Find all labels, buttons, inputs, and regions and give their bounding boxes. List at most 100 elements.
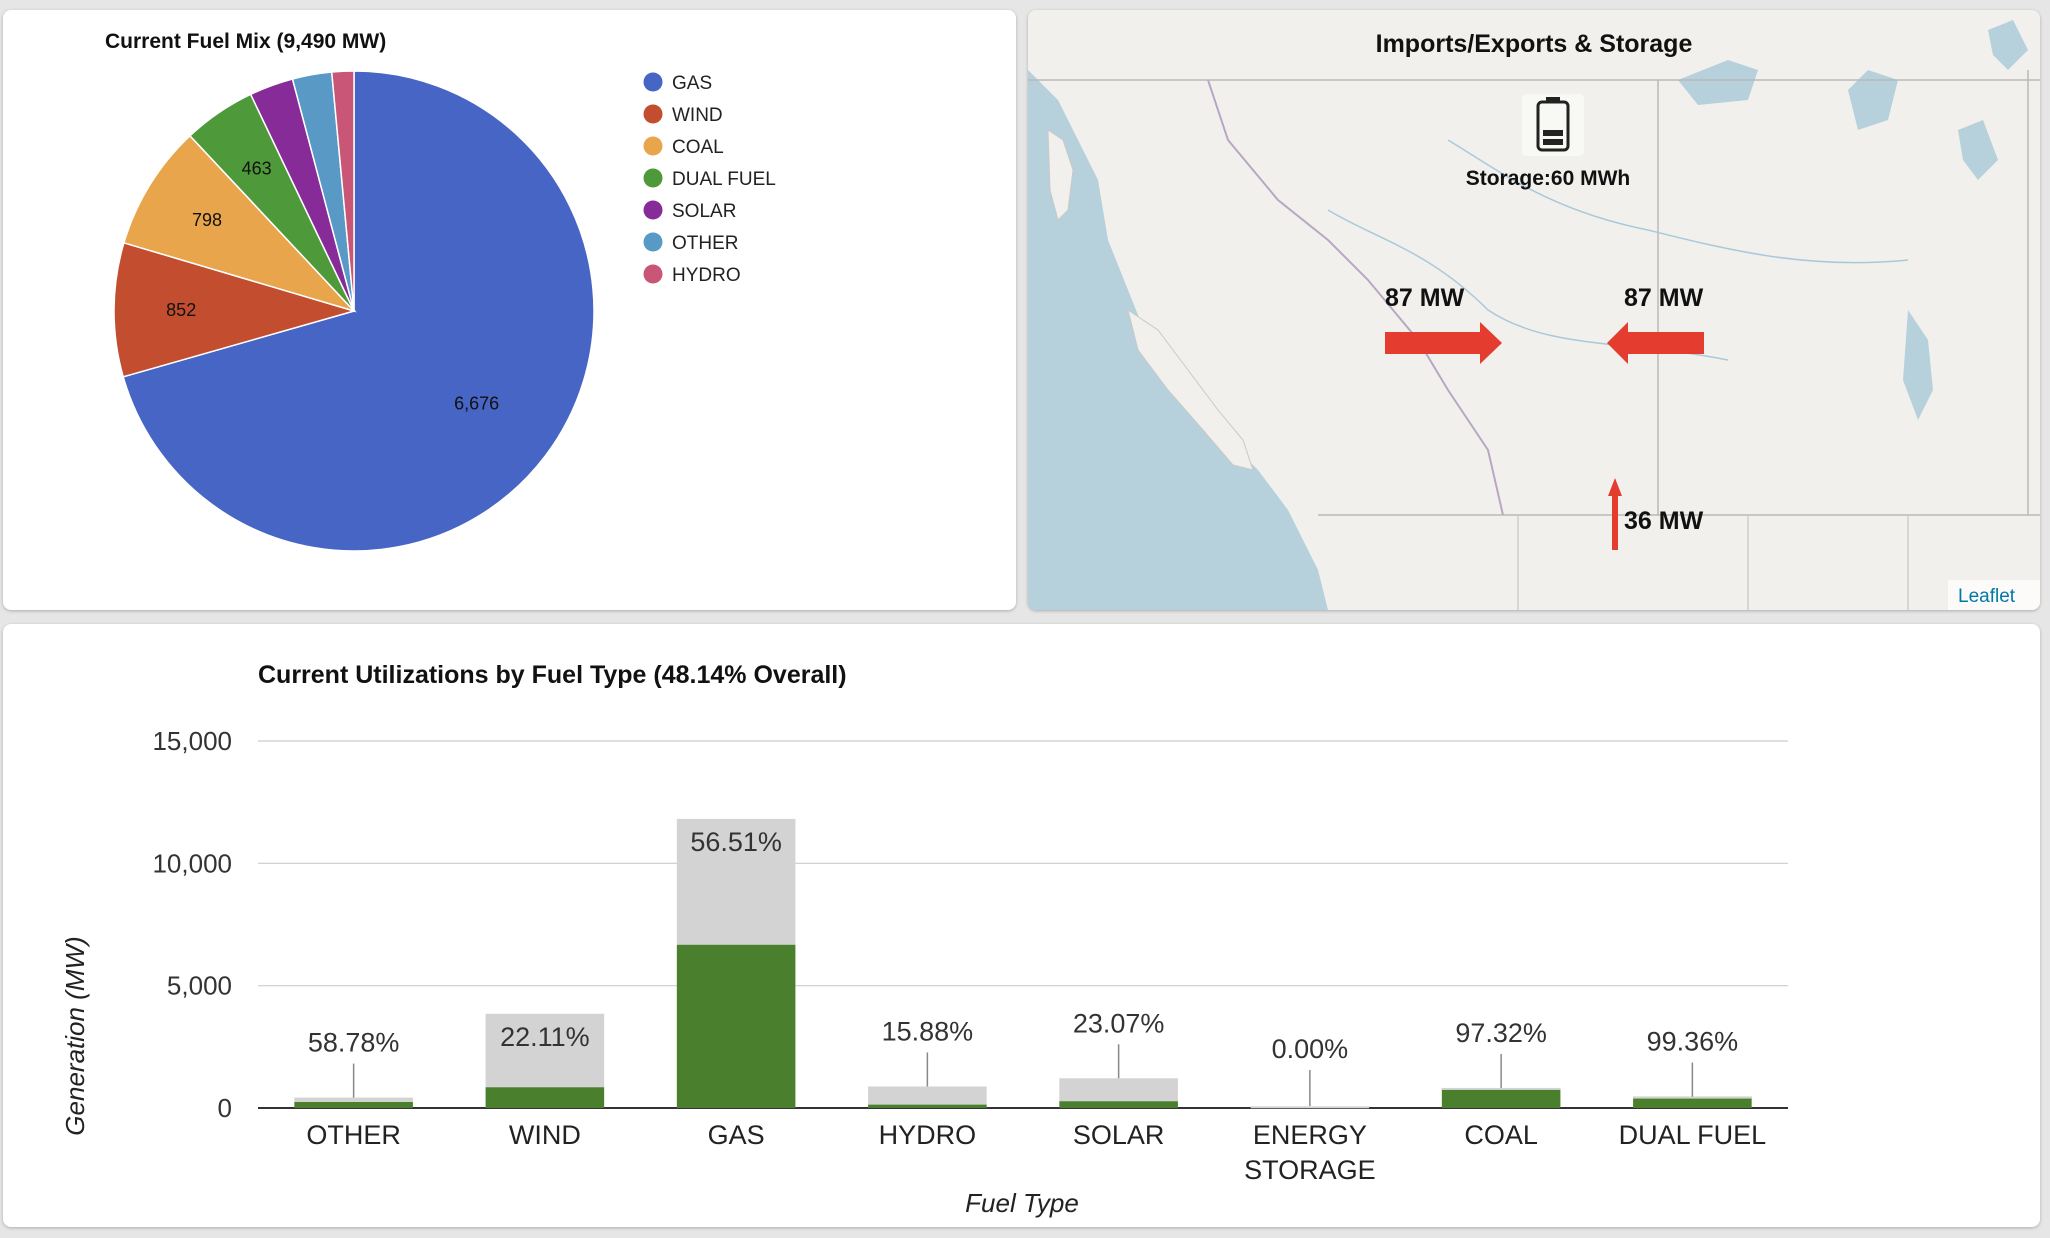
bar-segment-capacity[interactable]: [868, 1086, 987, 1105]
pie-slice-hydro[interactable]: [330, 70, 355, 312]
y-tick-label: 0: [218, 1093, 232, 1123]
y-tick-label: 15,000: [152, 726, 232, 756]
pie-slice-gas[interactable]: [122, 70, 595, 552]
flow-label-west: 87 MW: [1385, 284, 1465, 312]
bar-segment-generation[interactable]: [676, 944, 796, 1108]
legend-swatch: [643, 104, 663, 124]
bar-title: Current Utilizations by Fuel Type (48.14…: [258, 661, 847, 689]
x-tick-label: HYDRO: [879, 1120, 977, 1150]
utilization-bar-chart: Current Utilizations by Fuel Type (48.14…: [60, 661, 1788, 1218]
bar-segment-capacity[interactable]: [1059, 1078, 1178, 1102]
map-title: Imports/Exports & Storage: [1376, 30, 1693, 58]
lake-4: [1958, 120, 1998, 180]
legend-item-solar[interactable]: SOLAR: [643, 200, 737, 223]
flow-label-east: 87 MW: [1624, 284, 1704, 312]
pacific-ocean: [1028, 70, 1328, 610]
x-axis-title: Fuel Type: [965, 1188, 1079, 1218]
x-tick-label: GAS: [708, 1120, 765, 1150]
y-tick-label: 10,000: [152, 848, 232, 878]
pie-slice-wind[interactable]: [113, 241, 357, 378]
x-tick-label: OTHER: [306, 1120, 401, 1150]
legend-item-gas[interactable]: GAS: [643, 72, 713, 95]
legend-label: GAS: [672, 73, 712, 94]
pie-slice-label: 463: [242, 158, 272, 178]
legend-swatch: [643, 264, 663, 284]
bar-hydro[interactable]: [868, 1086, 987, 1108]
map-canvas[interactable]: Imports/Exports & Storage Storage:60 MWh…: [1028, 10, 2040, 610]
flow-label-south: 36 MW: [1624, 507, 1704, 535]
battery-icon: [1522, 94, 1584, 156]
x-tick-label: ENERGY STORAGE: [1244, 1120, 1376, 1185]
bar-segment-generation[interactable]: [1441, 1088, 1561, 1108]
border-us-states: [1517, 515, 1909, 610]
bar-dual-fuel[interactable]: [1633, 1096, 1752, 1108]
lake-5: [1988, 20, 2028, 70]
legend-swatch: [643, 136, 663, 156]
legend-item-hydro[interactable]: HYDRO: [643, 264, 741, 287]
legend-label: DUAL FUEL: [672, 169, 776, 190]
legend-swatch: [643, 232, 663, 252]
pie-slice-coal[interactable]: [122, 134, 357, 313]
storage-label: Storage:60 MWh: [1466, 167, 1631, 190]
lake-3: [1903, 310, 1933, 420]
bar-segment-capacity[interactable]: [676, 818, 796, 945]
bar-segment-capacity[interactable]: [1633, 1096, 1752, 1099]
y-tick-label: 5,000: [167, 971, 232, 1001]
legend-swatch: [643, 72, 663, 92]
legend-item-dual-fuel[interactable]: DUAL FUEL: [643, 168, 776, 191]
x-tick-label: WIND: [509, 1120, 581, 1150]
bar-energy-storage[interactable]: [1250, 1106, 1370, 1109]
utilization-panel: Current Utilizations by Fuel Type (48.14…: [3, 624, 2040, 1227]
pie-slice-label: 6,676: [454, 394, 499, 414]
bar-wind[interactable]: [485, 1013, 605, 1108]
legend-item-wind[interactable]: WIND: [643, 104, 723, 127]
vancouver-island: [1127, 308, 1254, 471]
lake-1: [1848, 70, 1898, 130]
bar-value-label: 23.07%: [1073, 1008, 1165, 1038]
bar-value-label: 56.51%: [690, 827, 782, 857]
x-tick-label: COAL: [1464, 1120, 1538, 1150]
bar-segment-capacity[interactable]: [294, 1097, 413, 1102]
bar-coal[interactable]: [1441, 1087, 1561, 1108]
bar-value-label: 97.32%: [1455, 1018, 1547, 1048]
border-bc-ab: [1207, 79, 1504, 516]
fuel-mix-pie-chart: Current Fuel Mix (9,490 MW) 6,676 852 798 4…: [105, 30, 776, 552]
arrow-right-icon: [1385, 322, 1502, 364]
bar-solar[interactable]: [1059, 1078, 1178, 1108]
fuel-mix-panel: Current Fuel Mix (9,490 MW) 6,676 852 798 4…: [3, 10, 1016, 610]
haida-gwaii: [1047, 129, 1074, 221]
legend-label: HYDRO: [672, 265, 741, 286]
x-tick-label: SOLAR: [1073, 1120, 1165, 1150]
legend-swatch: [643, 200, 663, 220]
legend-swatch: [643, 168, 663, 188]
imports-exports-map[interactable]: Imports/Exports & Storage Storage:60 MWh…: [1028, 10, 2040, 610]
bar-gas[interactable]: [676, 818, 796, 1108]
bar-value-label: 99.36%: [1647, 1027, 1739, 1057]
bar-segment-generation[interactable]: [1633, 1096, 1752, 1108]
pie-slice-label: 852: [166, 300, 196, 320]
legend-item-coal[interactable]: COAL: [643, 136, 724, 159]
bar-segment-generation[interactable]: [1059, 1101, 1178, 1108]
legend-label: WIND: [672, 105, 723, 126]
bar-segment-capacity[interactable]: [1441, 1087, 1561, 1090]
bar-segment-generation[interactable]: [485, 1087, 605, 1108]
bar-segment-generation[interactable]: [294, 1101, 413, 1108]
legend-label: OTHER: [672, 233, 739, 254]
pie-title: Current Fuel Mix (9,490 MW): [105, 30, 386, 53]
pie-slice-label: 798: [192, 210, 222, 230]
leaflet-attribution-link[interactable]: Leaflet: [1958, 586, 2016, 607]
bar-value-label: 15.88%: [882, 1016, 974, 1046]
y-axis-title: Generation (MW): [60, 936, 90, 1135]
river-2: [1447, 139, 1909, 264]
legend-label: COAL: [672, 137, 724, 158]
legend-label: SOLAR: [672, 201, 736, 222]
lake-2: [1678, 60, 1758, 105]
bar-segment-capacity[interactable]: [1250, 1106, 1370, 1109]
bar-value-label: 22.11%: [500, 1022, 590, 1052]
bar-other[interactable]: [294, 1097, 413, 1108]
arrow-up-icon: [1608, 478, 1622, 550]
legend-item-other[interactable]: OTHER: [643, 232, 739, 255]
bar-segment-capacity[interactable]: [485, 1013, 605, 1088]
arrow-left-icon: [1607, 322, 1704, 364]
bar-segment-generation[interactable]: [868, 1104, 987, 1108]
